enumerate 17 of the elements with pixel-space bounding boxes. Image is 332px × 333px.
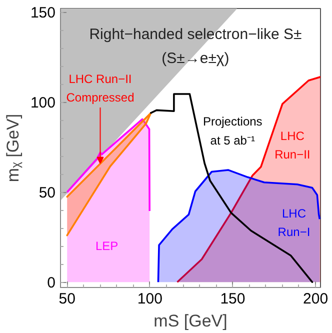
y-axis-title: mᵪ [GeV] — [3, 114, 22, 182]
series-label: LHC Run−I — [278, 206, 310, 240]
y-tick-label: 50 — [38, 184, 56, 202]
x-tick-label: 50 — [58, 290, 76, 308]
y-tick-label: 150 — [30, 4, 56, 22]
x-tick-label: 100 — [137, 290, 162, 308]
text: (S±→e±χ) — [162, 50, 230, 67]
annotation: LHC Run−II Compressed — [66, 72, 134, 105]
series-label: LEP — [95, 239, 118, 254]
series-label: Projections at 5 ab⁻¹ — [202, 114, 262, 148]
x-axis-title: mS [GeV] — [154, 312, 228, 330]
y-tick-label: 0 — [47, 274, 56, 292]
text: Right−handed selectron−like S± — [89, 26, 302, 43]
x-tick-label: 150 — [220, 290, 246, 308]
y-tick-label: 100 — [30, 94, 56, 112]
x-tick-label: 200 — [303, 290, 328, 308]
series-label: LHC Run−II — [274, 128, 310, 162]
